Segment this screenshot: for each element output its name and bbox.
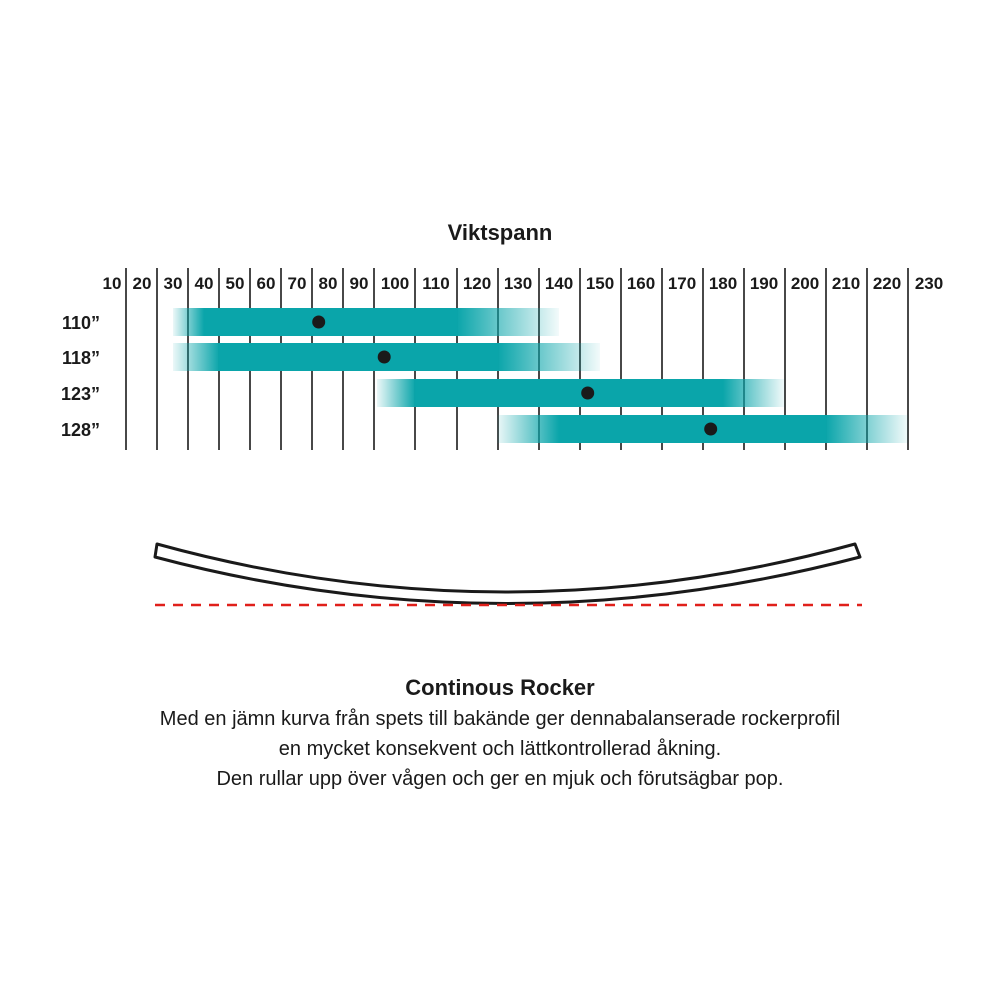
optimum-dot xyxy=(377,350,391,364)
row-labels: 110” 118” 123” 128” xyxy=(61,313,100,440)
chart-title: Viktspann xyxy=(448,220,553,245)
optimum-dot xyxy=(704,422,718,436)
rocker-profile-diagram xyxy=(153,542,862,607)
x-tick-label: 140 xyxy=(545,274,573,293)
x-tick-label: 30 xyxy=(164,274,183,293)
x-tick-label: 230 xyxy=(915,274,943,293)
x-tick-label: 150 xyxy=(586,274,614,293)
x-tick-label: 70 xyxy=(288,274,307,293)
x-tick-label: 120 xyxy=(463,274,491,293)
profile-name: Continous Rocker xyxy=(405,675,595,700)
x-tick-label: 100 xyxy=(381,274,409,293)
row-label: 123” xyxy=(61,384,100,404)
range-bar xyxy=(497,415,908,443)
profile-description: Continous Rocker Med en jämn kurva från … xyxy=(0,672,1000,794)
x-tick-label: 50 xyxy=(226,274,245,293)
x-tick-label: 20 xyxy=(133,274,152,293)
x-tick-label: 200 xyxy=(791,274,819,293)
row-label: 118” xyxy=(62,348,100,368)
x-tick-label: 210 xyxy=(832,274,860,293)
x-tick-label: 10 xyxy=(103,274,122,293)
x-tick-label: 180 xyxy=(709,274,737,293)
optimum-dots xyxy=(312,315,718,436)
optimum-dot xyxy=(312,315,326,329)
x-tick-label: 60 xyxy=(257,274,276,293)
description-line-1: Med en jämn kurva från spets till bakänd… xyxy=(159,708,841,730)
x-tick-labels: 10 20 30 40 50 60 70 80 90 100 110 120 130 140 150 160 1… xyxy=(103,274,944,293)
description-line-2: en mycket konsekvent och lättkontrollera… xyxy=(278,738,722,760)
optimum-dot xyxy=(581,386,595,400)
x-tick-label: 220 xyxy=(873,274,901,293)
x-tick-label: 110 xyxy=(422,274,449,293)
range-bars xyxy=(173,308,908,443)
x-tick-label: 130 xyxy=(504,274,532,293)
description-line-3: Den rullar upp över vågen och ger en mju… xyxy=(216,768,784,790)
x-tick-label: 190 xyxy=(750,274,778,293)
row-label: 110” xyxy=(62,313,100,333)
x-tick-label: 80 xyxy=(319,274,338,293)
x-tick-label: 170 xyxy=(668,274,696,293)
ski-rocker-profile xyxy=(153,542,862,605)
range-bar xyxy=(377,379,785,407)
x-tick-label: 160 xyxy=(627,274,655,293)
row-label: 128” xyxy=(61,420,100,440)
range-bar xyxy=(173,308,559,336)
x-tick-label: 40 xyxy=(195,274,214,293)
x-tick-label: 90 xyxy=(350,274,369,293)
